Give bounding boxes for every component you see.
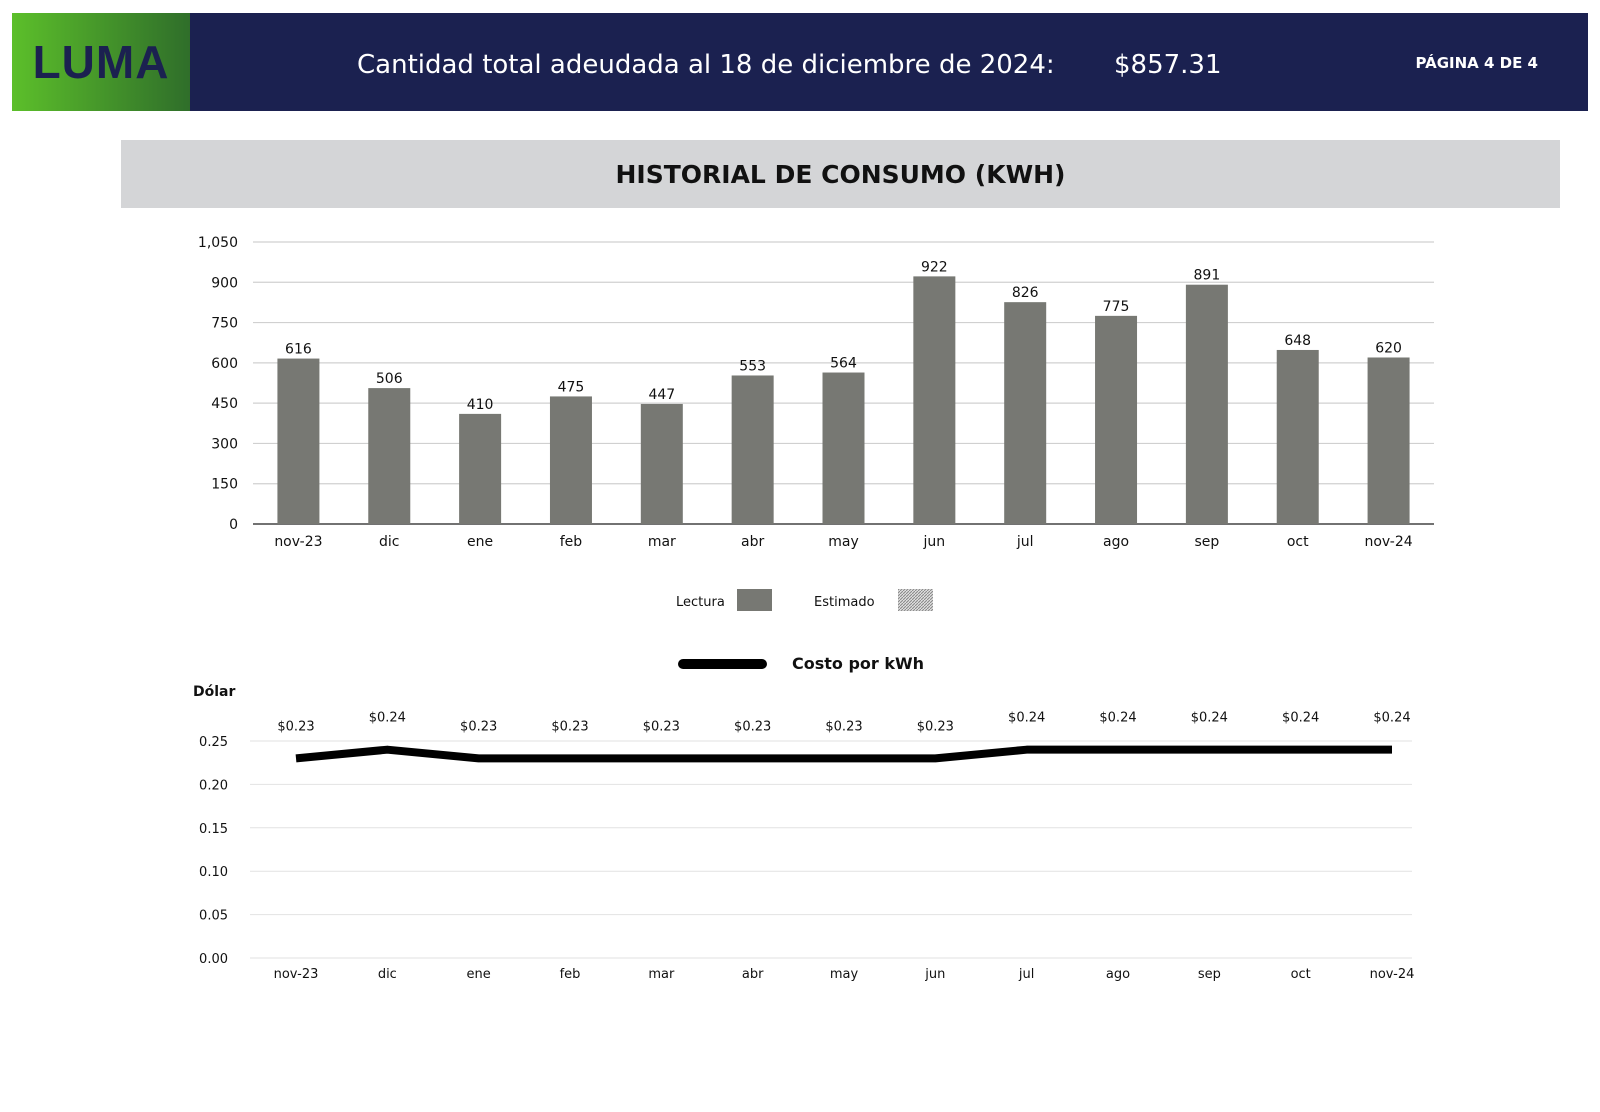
data-label: 620 <box>1375 340 1402 356</box>
data-label: $0.24 <box>1008 711 1045 726</box>
legend-label: Lectura <box>676 595 725 610</box>
x-tick-label: ago <box>1106 967 1130 982</box>
x-tick-label: oct <box>1291 967 1311 982</box>
x-tick-label: mar <box>648 967 675 982</box>
x-tick-label: ago <box>1103 534 1129 550</box>
y-tick-label: 0.10 <box>199 865 228 880</box>
data-label: $0.24 <box>1099 711 1136 726</box>
data-label: 648 <box>1284 333 1311 349</box>
x-tick-label: sep <box>1194 534 1219 550</box>
amount-due-label: Cantidad total adeudada al 18 de diciemb… <box>357 50 1055 80</box>
line-chart-title: Costo por kWh <box>792 654 924 673</box>
x-tick-label: feb <box>560 534 583 550</box>
y-tick-label: 0 <box>229 517 238 533</box>
data-label: $0.23 <box>734 719 771 734</box>
bar <box>1276 349 1319 524</box>
y-tick-label: 600 <box>211 356 238 372</box>
data-label: $0.23 <box>551 719 588 734</box>
y-tick-label: 0.25 <box>199 735 228 750</box>
data-label: $0.23 <box>917 719 954 734</box>
bar <box>549 396 592 524</box>
x-tick-label: sep <box>1198 967 1221 982</box>
data-label: 922 <box>921 259 948 275</box>
bar <box>368 388 411 524</box>
x-tick-label: jul <box>1016 534 1034 550</box>
amount-due-value: $857.31 <box>1114 50 1222 80</box>
logo-text: LUMA <box>32 36 170 88</box>
y-tick-label: 450 <box>211 396 238 412</box>
page-header: LUMA Cantidad total adeudada al 18 de di… <box>12 13 1588 111</box>
y-axis-label: Dólar <box>193 684 235 700</box>
data-label: 553 <box>739 358 766 374</box>
x-tick-label: oct <box>1287 534 1309 550</box>
data-label: $0.23 <box>460 719 497 734</box>
data-label: 891 <box>1194 268 1221 284</box>
x-tick-label: jun <box>923 534 946 550</box>
data-label: 447 <box>648 387 675 403</box>
bar <box>277 358 320 524</box>
y-tick-label: 150 <box>211 477 238 493</box>
page-number: PÁGINA 4 DE 4 <box>1415 54 1538 72</box>
luma-logo: LUMA <box>12 13 190 111</box>
data-label: $0.23 <box>643 719 680 734</box>
bar <box>822 372 865 524</box>
y-tick-label: 750 <box>211 316 238 332</box>
data-label: $0.24 <box>369 711 406 726</box>
x-tick-label: ene <box>467 967 491 982</box>
section-header: HISTORIAL DE CONSUMO (KWH) <box>121 140 1560 208</box>
data-label: 475 <box>558 379 585 395</box>
y-tick-label: 900 <box>211 275 238 291</box>
y-tick-label: 0.05 <box>199 909 228 924</box>
x-tick-label: nov-23 <box>274 967 319 982</box>
bar <box>640 403 683 524</box>
y-tick-label: 0.20 <box>199 778 228 793</box>
x-tick-label: abr <box>742 967 764 982</box>
bar <box>1095 315 1138 524</box>
x-tick-label: ene <box>467 534 493 550</box>
bar <box>1185 284 1228 524</box>
legend-swatch-lectura <box>737 589 772 611</box>
data-label: 616 <box>285 342 312 358</box>
legend-swatch-estimado <box>898 589 933 611</box>
x-tick-label: jun <box>924 967 945 982</box>
x-tick-label: may <box>828 534 859 550</box>
data-label: $0.24 <box>1373 711 1410 726</box>
x-tick-label: nov-24 <box>1364 534 1412 550</box>
x-tick-label: nov-24 <box>1370 967 1415 982</box>
data-label: 506 <box>376 371 403 387</box>
data-label: $0.24 <box>1282 711 1319 726</box>
y-tick-label: 1,050 <box>198 235 238 251</box>
bar <box>913 276 956 524</box>
x-tick-label: abr <box>741 534 764 550</box>
data-label: 410 <box>467 397 494 413</box>
cost-line <box>295 745 1392 763</box>
bar <box>731 375 774 524</box>
x-tick-label: dic <box>378 967 397 982</box>
y-tick-label: 300 <box>211 436 238 452</box>
section-title: HISTORIAL DE CONSUMO (KWH) <box>615 159 1066 189</box>
x-tick-label: jul <box>1018 967 1034 982</box>
bar <box>459 413 502 524</box>
y-tick-label: 0.00 <box>199 952 228 967</box>
data-label: 775 <box>1103 299 1130 315</box>
data-label: $0.24 <box>1191 711 1228 726</box>
bar <box>1367 357 1410 524</box>
x-tick-label: mar <box>648 534 676 550</box>
x-tick-label: dic <box>379 534 399 550</box>
x-tick-label: may <box>830 967 859 982</box>
data-label: $0.23 <box>825 719 862 734</box>
y-tick-label: 0.15 <box>199 822 228 837</box>
data-label: 826 <box>1012 285 1039 301</box>
data-label: $0.23 <box>277 719 314 734</box>
x-tick-label: nov-23 <box>274 534 322 550</box>
data-label: 564 <box>830 356 857 372</box>
legend-label: Estimado <box>814 595 875 610</box>
bar <box>1004 302 1047 524</box>
x-tick-label: feb <box>560 967 581 982</box>
